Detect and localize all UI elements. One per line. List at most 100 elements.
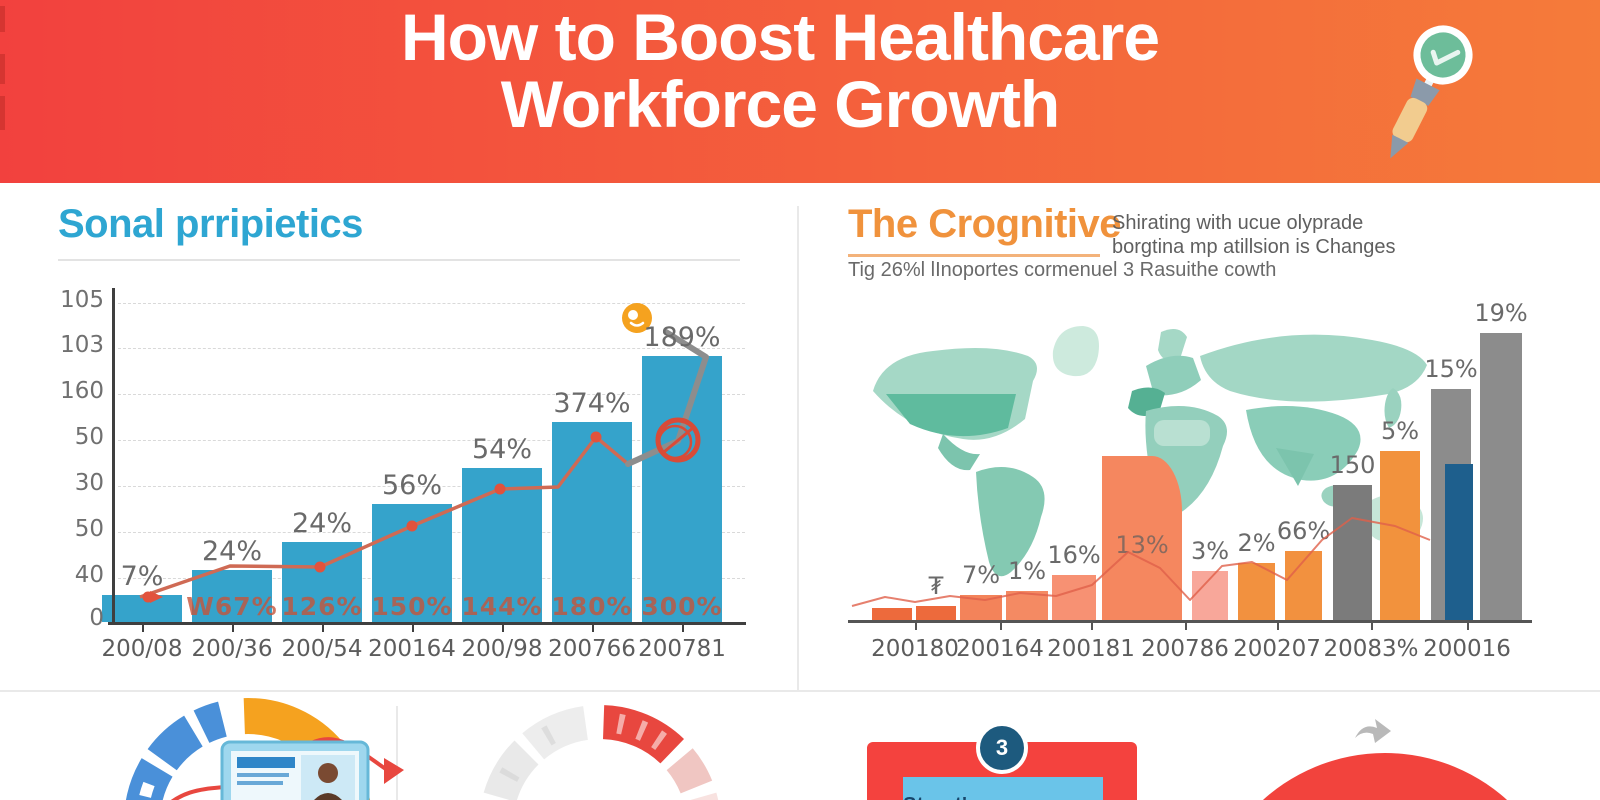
globe-donut-segment [483, 740, 539, 800]
globe-donut-segment [602, 705, 685, 764]
right-chart-bar-value: 66% [1276, 517, 1331, 545]
gauge-donut-segment [126, 758, 173, 800]
page-title-line2: Workforce Growth [500, 67, 1061, 142]
right-chart-xtick: 200180 [871, 636, 959, 662]
magnifier-lens [1413, 25, 1473, 85]
left-chart-tick [682, 625, 684, 632]
map-japan [1384, 388, 1402, 428]
left-chart-bar-value: 24% [291, 508, 352, 539]
gauge-donut-segment [147, 715, 204, 771]
id-card-text-line [237, 773, 289, 777]
right-chart-bar [1285, 551, 1322, 621]
header-edge-mark [0, 54, 5, 84]
map-scandinavia [1158, 328, 1187, 363]
left-chart-gridline [118, 303, 745, 304]
map-india [1276, 448, 1314, 486]
left-chart-ytick: 160 [60, 378, 104, 404]
left-chart-ytick: 0 [89, 605, 104, 631]
step-card-text: Stomt'us ar donglus [903, 794, 1103, 800]
left-chart-ytick: 50 [74, 424, 104, 450]
left-chart-xtick: 200766 [548, 636, 636, 662]
right-chart-x-axis [848, 620, 1532, 623]
map-russia [1200, 334, 1427, 402]
left-chart-ytick: 30 [74, 470, 104, 496]
right-chart-tick [1000, 623, 1002, 630]
left-chart-ytick: 103 [60, 332, 104, 358]
left-section-heading: Sonal prripietics [58, 202, 363, 246]
right-chart-bar [1480, 333, 1522, 621]
left-chart-tick [592, 625, 594, 632]
globe-donut-mark-gray [499, 767, 520, 782]
pen-body [1392, 97, 1428, 143]
bottom-vertical-divider [396, 706, 398, 800]
scribble-trend-arrowhead [384, 758, 404, 784]
left-chart-xtick: 200/54 [281, 636, 363, 662]
globe-donut-mark [616, 713, 626, 735]
right-chart-bar-value: 15% [1424, 355, 1478, 383]
left-chart-bar-value: 56% [381, 470, 442, 501]
right-chart-bar-value: 19% [1474, 299, 1528, 327]
left-chart-x-axis [108, 622, 746, 625]
left-chart-gridline [118, 394, 745, 395]
right-chart-bar-overlay [1445, 464, 1473, 621]
id-card-inner [231, 751, 359, 800]
right-chart-xtick: 200207 [1233, 636, 1321, 662]
left-chart-ytick: 50 [74, 516, 104, 542]
map-usa [886, 394, 1016, 437]
right-chart-xtick: 200181 [1047, 636, 1135, 662]
left-chart-ytick: 105 [60, 287, 104, 313]
right-subtitle-line1: Shirating with ucue olyprade [1112, 212, 1364, 234]
map-sahara [1154, 420, 1210, 446]
map-europe [1146, 355, 1201, 396]
right-subtitle-line2: borgtina mp atillsion is Changes [1112, 236, 1396, 258]
pen-ferrule [1410, 78, 1440, 106]
left-chart-xtick: 200781 [638, 636, 726, 662]
scribble-trend-line [171, 737, 392, 800]
left-chart-xtick: 200/08 [101, 636, 183, 662]
globe-donut-mark-gray [541, 725, 556, 746]
right-chart-tick [1467, 623, 1469, 630]
right-heading-underline [848, 254, 1100, 257]
id-card-portrait-shoulders [314, 793, 342, 800]
left-chart-xtick: 200164 [368, 636, 456, 662]
header-edge-mark [0, 96, 5, 130]
map-greenland [1052, 326, 1099, 377]
right-chart-tick [915, 623, 917, 630]
gauge-donut-segment [243, 698, 343, 766]
left-chart-bar-inner-label: 300% [641, 592, 723, 621]
left-chart-bar-value: 374% [553, 388, 631, 419]
id-card [220, 740, 370, 800]
page-title-line1: How to Boost Healthcare [400, 0, 1160, 74]
left-chart-xtick: 200/98 [461, 636, 543, 662]
left-chart-ytick: 40 [74, 562, 104, 588]
id-card-photo [301, 755, 355, 800]
left-chart-bar-value: 189% [643, 322, 721, 353]
right-chart-bar [1192, 571, 1228, 621]
left-chart-gridline [118, 348, 745, 349]
right-chart-bar [916, 606, 956, 621]
globe-donut-segment [666, 748, 713, 794]
right-chart-tick [1277, 623, 1279, 630]
right-section-heading: The Crognitive [848, 202, 1122, 246]
right-chart-bar [1333, 485, 1372, 621]
right-chart-xtick: 200016 [1423, 636, 1511, 662]
right-chart-bar [872, 608, 912, 621]
left-chart-tick [232, 625, 234, 632]
left-chart-tick [142, 625, 144, 632]
gauge-donut-segment [320, 752, 370, 800]
left-chart-bar-value: 54% [471, 434, 532, 465]
curved-arrow-icon [1355, 719, 1391, 743]
left-chart-bar-value: 24% [201, 536, 262, 567]
check-icon [1430, 49, 1461, 66]
left-chart-xtick: 200/36 [191, 636, 273, 662]
id-card-portrait-head [318, 763, 338, 783]
right-chart-xtick: 20083% [1323, 636, 1419, 662]
vertical-divider [797, 206, 799, 690]
gauge-donut-notch [139, 781, 155, 798]
id-card-title-bar [237, 757, 295, 768]
left-heading-underline [58, 259, 740, 261]
red-circle-figure [1203, 753, 1567, 800]
left-chart-tick [502, 625, 504, 632]
globe-donut-mark [651, 730, 667, 751]
